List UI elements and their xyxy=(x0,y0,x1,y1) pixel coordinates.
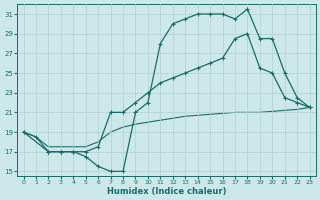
X-axis label: Humidex (Indice chaleur): Humidex (Indice chaleur) xyxy=(107,187,226,196)
